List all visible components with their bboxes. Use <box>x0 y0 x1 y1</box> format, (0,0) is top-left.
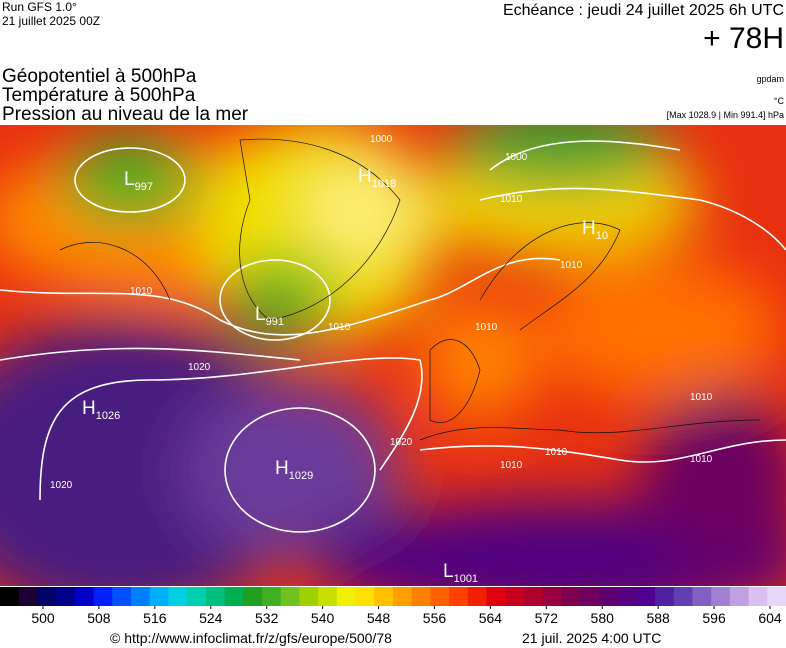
isobar-label: 1020 <box>390 437 413 448</box>
isobar-label: 1010 <box>130 286 153 297</box>
colorbar-label: 588 <box>646 610 670 626</box>
colorbar-swatch <box>767 587 786 606</box>
isobar-label: 1010 <box>545 447 568 458</box>
pressure-center: H1029 <box>275 458 313 482</box>
legend-line: Température à 500hPa <box>2 85 196 106</box>
colorbar-swatch <box>617 587 637 606</box>
isobar-label: 1010 <box>328 322 351 333</box>
colorbar-swatch <box>673 587 693 606</box>
legend-line: Géopotentiel à 500hPa <box>2 66 197 87</box>
echeance: Echéance : jeudi 24 juillet 2025 6h UTC <box>503 2 784 19</box>
isobar-label: 1000 <box>505 152 528 163</box>
colorbar-swatch <box>598 587 619 606</box>
colorbar-label: 564 <box>479 610 503 626</box>
isobar-label: 1010 <box>690 454 713 465</box>
colorbar-swatch <box>131 587 151 606</box>
run-date: 21 juillet 2025 00Z <box>2 14 100 28</box>
isobar-label: 1020 <box>188 362 211 373</box>
colorbar-swatch <box>168 587 188 606</box>
colorbar-swatch <box>0 587 20 606</box>
colorbar-label: 508 <box>87 610 111 626</box>
lead-time: + 78H <box>703 22 784 55</box>
colorbar-swatch <box>748 587 768 606</box>
colorbar-label: 548 <box>367 610 391 626</box>
colorbar-swatch <box>318 587 338 606</box>
colorbar-swatch <box>93 587 113 606</box>
legend-line: Pression au niveau de la mer <box>2 104 249 125</box>
colorbar-swatch <box>56 587 76 606</box>
isobar-label: 1010 <box>475 322 498 333</box>
isobar-label: 1010 <box>500 194 523 205</box>
colorbar-label: 524 <box>199 610 223 626</box>
colorbar-swatch <box>729 587 750 606</box>
colorbar-swatch <box>262 587 282 606</box>
colorbar-label: 580 <box>591 610 615 626</box>
colorbar-swatch <box>18 587 38 606</box>
pressure-center: L1001 <box>443 561 478 585</box>
colorbar-swatch <box>393 587 413 606</box>
colorbar-swatch <box>224 587 244 606</box>
colorbar-swatch <box>374 587 394 606</box>
issue-time: 21 juil. 2025 4:00 UTC <box>522 630 661 646</box>
colorbar-swatch <box>411 587 431 606</box>
colorbar-swatch <box>580 587 600 606</box>
colorbar-swatch <box>74 587 95 606</box>
colorbar-label: 604 <box>758 610 782 626</box>
colorbar-swatch <box>149 587 169 606</box>
pressure-center: H1018 <box>358 166 396 190</box>
colorbar-swatch <box>37 587 57 606</box>
map: 1010 1000 1010 1020 1010 1000 1020 1020 1010 1010… <box>0 125 786 586</box>
run: Run GFS 1.0° <box>2 0 77 14</box>
colorbar-swatch <box>692 587 712 606</box>
pressure-center: H1026 <box>82 398 120 422</box>
colorbar-label: 540 <box>311 610 335 626</box>
colorbar-swatch <box>467 587 488 606</box>
pressure-center: L991 <box>255 304 284 328</box>
isobar-label: 1010 <box>500 460 523 471</box>
colorbar-swatch <box>355 587 375 606</box>
colorbar-label: 572 <box>535 610 559 626</box>
colorbar-label: 556 <box>423 610 447 626</box>
colorbar-swatch <box>205 587 226 606</box>
colorbar-swatch <box>299 587 319 606</box>
colorbar-label: 596 <box>702 610 726 626</box>
colorbar: 500 508 516 524 532 540 548 556 564 572 580 588 596 6… <box>0 587 786 626</box>
isobar-label: 1000 <box>370 134 393 145</box>
colorbar-swatch <box>336 587 357 606</box>
colorbar-swatch <box>449 587 469 606</box>
colorbar-swatch <box>430 587 450 606</box>
colorbar-swatch <box>561 587 581 606</box>
colorbar-swatch <box>187 587 207 606</box>
isobar-label: 1010 <box>690 392 713 403</box>
colorbar-swatch <box>524 587 544 606</box>
pressure-center: L997 <box>124 169 153 193</box>
colorbar-swatch <box>636 587 656 606</box>
colorbar-swatch <box>112 587 132 606</box>
source-url: © http://www.infoclimat.fr/z/gfs/europe/… <box>110 630 392 646</box>
unit: [Max 1028.9 | Min 991.4] hPa <box>667 110 784 120</box>
isobar-label: 1020 <box>50 480 73 491</box>
unit: °C <box>774 96 785 106</box>
colorbar-swatch <box>711 587 731 606</box>
colorbar-swatch <box>505 587 525 606</box>
colorbar-swatch <box>542 587 562 606</box>
colorbar-label: 532 <box>255 610 279 626</box>
colorbar-label: 500 <box>31 610 55 626</box>
colorbar-swatch <box>280 587 300 606</box>
pressure-center: H10 <box>582 218 608 242</box>
colorbar-swatch <box>486 587 506 606</box>
colorbar-swatch <box>655 587 675 606</box>
unit: gpdam <box>756 74 784 84</box>
colorbar-swatch <box>243 587 263 606</box>
isobar-label: 1010 <box>560 260 583 271</box>
colorbar-label: 516 <box>143 610 167 626</box>
